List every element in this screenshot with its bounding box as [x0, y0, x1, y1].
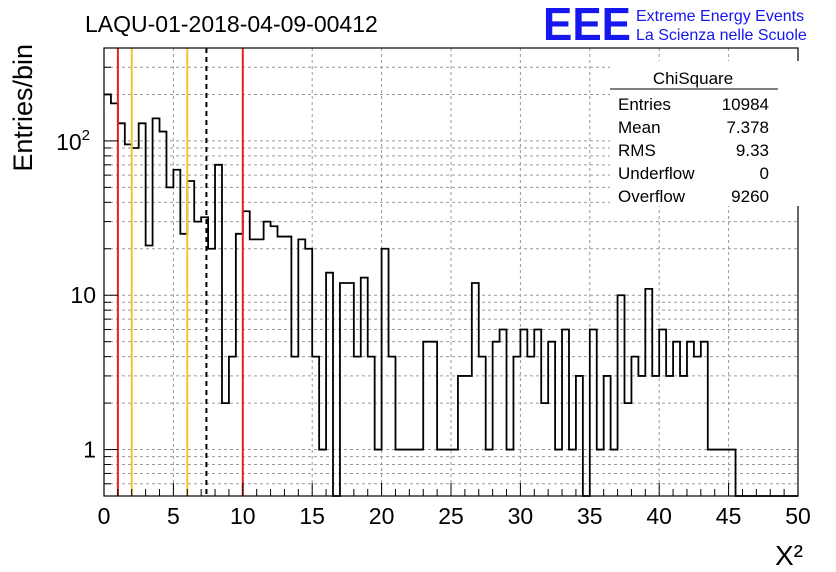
reference-lines [116, 48, 244, 496]
y-axis-label: Entries/bin [8, 44, 38, 172]
x-tick-label: 15 [299, 503, 325, 529]
stats-label: Entries [618, 95, 671, 114]
stats-label: Mean [618, 118, 661, 137]
stats-title: ChiSquare [653, 69, 733, 88]
eee-logo-line2: La Scienza nelle Scuole [636, 27, 807, 44]
x-tick-label: 40 [646, 503, 672, 529]
stats-row-mean: Mean 7.378 [618, 118, 769, 137]
stats-box: ChiSquare Entries 10984 Mean 7.378 RMS 9… [610, 61, 799, 206]
histogram [104, 93, 798, 497]
x-axis-label: X² [775, 540, 803, 571]
stats-row-rms: RMS 9.33 [618, 141, 769, 160]
x-tick-label: 20 [369, 503, 395, 529]
stats-row-overflow: Overflow 9260 [618, 187, 769, 206]
stats-label: Underflow [618, 164, 695, 183]
x-tick-label: 10 [230, 503, 256, 529]
y-tick-label: 1 [83, 437, 96, 463]
stats-label: Overflow [618, 187, 686, 206]
y-tick-label-base: 10 [56, 129, 82, 155]
eee-logo-mark: EEE [543, 0, 631, 50]
stats-value: 0 [760, 164, 769, 183]
chart-title: LAQU-01-2018-04-09-00412 [85, 11, 378, 37]
stats-value: 9.33 [736, 141, 769, 160]
eee-logo-line1: Extreme Energy Events [636, 8, 804, 25]
x-tick-label: 35 [577, 503, 603, 529]
stats-box-background [610, 61, 799, 206]
x-tick-label: 45 [716, 503, 742, 529]
eee-logo: EEE Extreme Energy Events La Scienza nel… [543, 0, 807, 50]
stats-label: RMS [618, 141, 656, 160]
x-tick-label: 50 [785, 503, 811, 529]
stats-row-underflow: Underflow 0 [618, 164, 769, 183]
stats-value: 10984 [722, 95, 769, 114]
x-tick-label: 5 [167, 503, 180, 529]
stats-row-entries: Entries 10984 [618, 95, 769, 114]
x-tick-label: 25 [438, 503, 464, 529]
histogram-outline [104, 93, 798, 497]
x-tick-label: 0 [98, 503, 111, 529]
y-tick-label: 102 [56, 127, 90, 155]
y-tick-label-exponent: 2 [82, 127, 90, 144]
stats-value: 7.378 [726, 118, 769, 137]
x-tick-label: 30 [508, 503, 534, 529]
y-tick-label: 10 [70, 282, 96, 308]
stats-value: 9260 [731, 187, 769, 206]
